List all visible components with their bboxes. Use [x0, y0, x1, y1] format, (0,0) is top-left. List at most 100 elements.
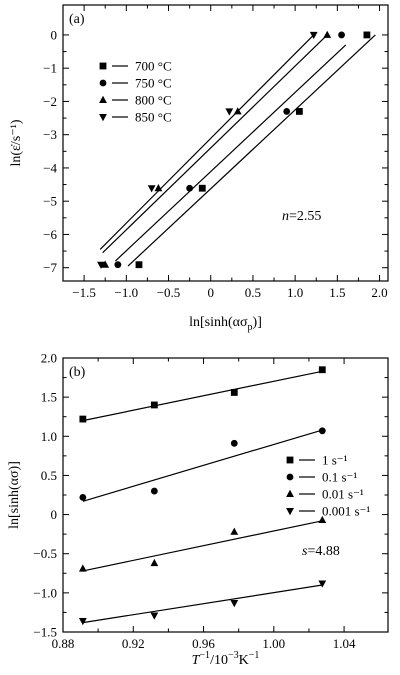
y-axis-label: ln[sinh(ασ)] — [7, 461, 22, 529]
x-tick-label: −1.5 — [72, 285, 96, 300]
y-tick-label: 1.5 — [41, 390, 57, 405]
panel-label: (b) — [69, 365, 86, 380]
y-tick-label: −1.5 — [33, 625, 57, 640]
y-tick-label: −1.0 — [33, 585, 57, 600]
panel-a: −1.5 −1.0 −0.5 0 0.5 1.0 1.5 2.0 0 −1 −2 −3 −4 −5 −6 −7… — [9, 4, 389, 333]
data-point — [309, 31, 318, 40]
x-axis-label-sup: −1 — [199, 650, 210, 661]
data-point — [78, 618, 87, 626]
x-axis-label-unit: K — [239, 653, 249, 668]
annotation: n=2.55 — [282, 209, 321, 224]
legend-label: 750 °C — [135, 76, 172, 91]
fit-line — [99, 34, 315, 250]
data-point — [135, 261, 143, 269]
y-tick-label: −7 — [43, 260, 57, 275]
series-circle — [114, 31, 347, 269]
x-axis-label-main: ln[sinh(ασ — [189, 315, 248, 330]
series-square — [79, 366, 326, 423]
data-point — [147, 185, 156, 193]
panel-b: 0.88 0.92 0.96 1.00 1.04 2.0 1.5 1.0 0.5 0 −0.5 −1.… — [7, 351, 389, 668]
legend-marker — [286, 473, 294, 481]
series-triangle-down — [97, 31, 318, 269]
data-point — [79, 415, 87, 423]
fit-line — [114, 44, 347, 262]
series-circle — [79, 427, 326, 502]
legend: 700 °C 750 °C 800 °C 850 °C — [99, 59, 172, 125]
data-point — [230, 389, 238, 396]
plot-frame — [62, 4, 389, 282]
data-point — [318, 580, 327, 588]
legend: 1 s⁻¹ 0.1 s⁻¹ 0.01 s⁻¹ 0.001 s⁻¹ — [286, 453, 370, 519]
y-tick-label: 0 — [51, 27, 58, 42]
x-tick-label: 1.00 — [262, 636, 285, 651]
data-point — [323, 30, 332, 38]
x-tick-label: 1.04 — [333, 636, 356, 651]
annotation-var: s — [302, 544, 308, 559]
data-point — [79, 493, 87, 501]
y-tick-label: 2.0 — [41, 351, 57, 366]
legend-marker — [99, 95, 107, 103]
data-point — [150, 487, 158, 495]
x-axis-label: T−1/10−3K−1 — [192, 650, 260, 668]
data-point — [225, 108, 234, 116]
fit-line — [82, 429, 323, 502]
fit-line — [127, 34, 376, 267]
data-point — [318, 515, 327, 524]
legend-marker — [286, 508, 294, 516]
series-triangle-up — [78, 515, 327, 572]
y-tick-label: −0.5 — [33, 546, 57, 561]
panel-label: (a) — [69, 12, 85, 27]
fit-line — [82, 370, 323, 422]
data-point — [318, 366, 326, 374]
y-tick-label: 0 — [51, 507, 58, 522]
annotation-var: n — [282, 209, 289, 224]
data-point — [78, 564, 87, 572]
data-point — [318, 427, 326, 435]
legend-label: 0.01 s⁻¹ — [322, 487, 364, 502]
legend-marker — [286, 456, 294, 464]
fit-line — [102, 34, 328, 254]
data-point — [186, 184, 194, 192]
x-tick-label: 0.5 — [245, 285, 261, 300]
legend-label: 1 s⁻¹ — [322, 453, 348, 468]
x-axis-label-end: )] — [253, 315, 262, 330]
data-point — [97, 261, 105, 269]
data-point — [363, 31, 371, 39]
x-tick-label: 2.0 — [371, 285, 387, 300]
data-point — [283, 108, 291, 115]
legend-marker — [99, 62, 107, 70]
legend-label: 850 °C — [135, 110, 172, 125]
x-axis-label-sub: p — [248, 322, 253, 333]
x-tick-label: −0.5 — [157, 285, 181, 300]
x-axis-label-sup2: −3 — [228, 650, 239, 661]
data-point — [230, 527, 239, 535]
annotation: s=4.88 — [302, 544, 340, 559]
data-point — [295, 108, 303, 115]
x-tick-label: 0.96 — [192, 636, 215, 651]
legend-label: 800 °C — [135, 93, 172, 108]
data-point — [150, 558, 159, 567]
series-square — [127, 31, 376, 269]
x-tick-label: −1.0 — [115, 285, 139, 300]
y-tick-label: −2 — [43, 94, 57, 109]
y-axis-label: ln(ε̇/s⁻¹) — [9, 119, 24, 166]
data-point — [230, 439, 238, 447]
annotation-value: =4.88 — [307, 544, 339, 559]
x-tick-label: 1.0 — [287, 285, 303, 300]
data-point — [150, 401, 158, 409]
y-tick-label: −5 — [43, 194, 57, 209]
x-tick-label: 0 — [207, 285, 214, 300]
data-point — [230, 600, 239, 608]
x-tick-label: 1.5 — [329, 285, 345, 300]
y-tick-label: −1 — [43, 61, 57, 76]
y-tick-label: 0.5 — [41, 468, 57, 483]
x-tick-label: 0.92 — [122, 636, 145, 651]
fit-line — [82, 520, 323, 572]
y-tick-label: −6 — [43, 227, 57, 242]
legend-label: 0.1 s⁻¹ — [322, 470, 357, 485]
x-axis-label: ln[sinh(ασp)] — [189, 315, 262, 333]
annotation-value: =2.55 — [289, 209, 321, 224]
y-tick-label: −4 — [43, 160, 57, 175]
legend-label: 700 °C — [135, 59, 172, 74]
